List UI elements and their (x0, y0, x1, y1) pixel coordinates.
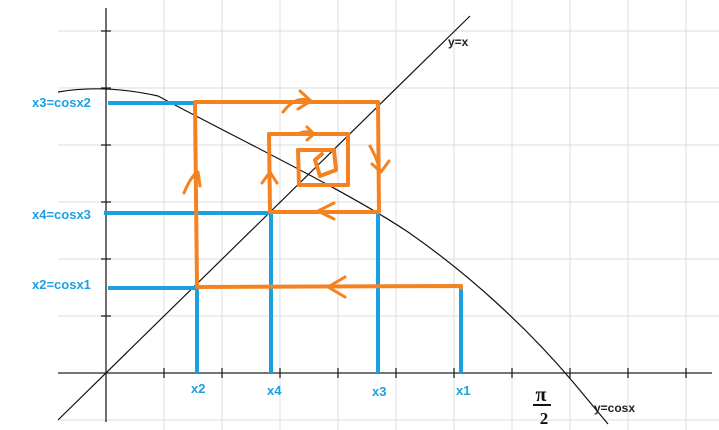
pi-denominator: 2 (540, 409, 549, 428)
label-x4-cosx3: x4=cosx3 (32, 207, 91, 222)
label-x2: x2 (191, 381, 205, 396)
label-x1: x1 (456, 383, 470, 398)
label-x4: x4 (267, 383, 282, 398)
identity-line (58, 16, 470, 420)
label-x3-cosx2: x3=cosx2 (32, 95, 91, 110)
pi-half-label: π 2 (533, 384, 551, 428)
label-x2-cosx1: x2=cosx1 (32, 277, 91, 292)
projection-lines (104, 103, 461, 373)
cobweb-path (195, 102, 461, 288)
cobweb-step-4 (269, 134, 348, 212)
label-y-equals-x: y=x (448, 35, 469, 49)
pi-numerator: π (536, 384, 547, 406)
label-x3: x3 (372, 384, 386, 399)
cosine-curve (58, 89, 608, 424)
label-y-equals-cosx: y=cosx (594, 401, 635, 415)
